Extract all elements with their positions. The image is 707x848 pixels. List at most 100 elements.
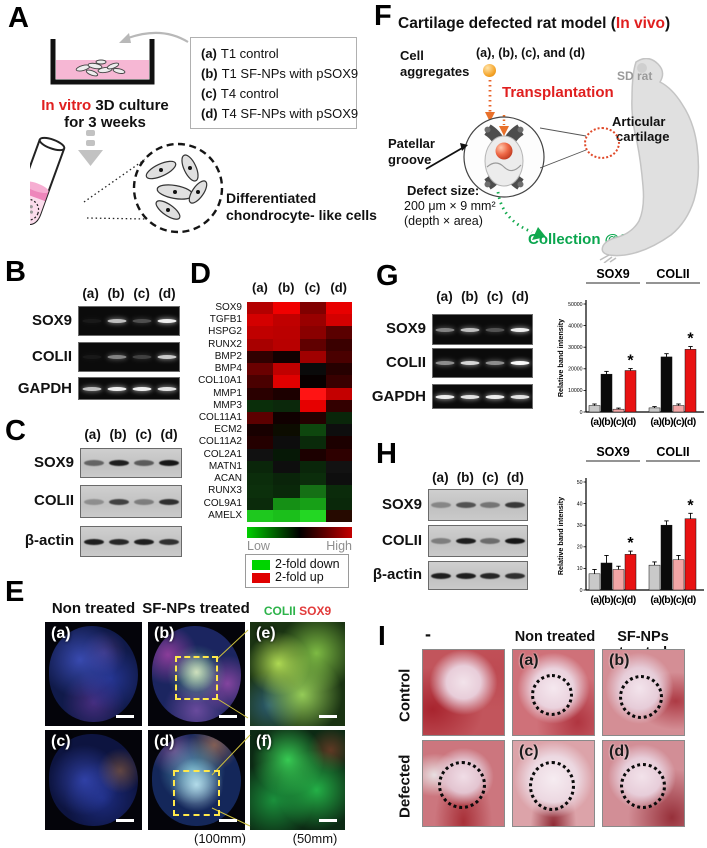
panel-h-label: H (376, 438, 397, 470)
gel-band (510, 394, 530, 399)
heatmap-cell (273, 387, 300, 400)
lane-label: (a) (432, 470, 449, 485)
patellar-groove-arrow (425, 143, 468, 170)
defect-site-circle (438, 761, 486, 809)
gel-band (510, 327, 530, 332)
gene-label: ECM2 (214, 424, 242, 436)
panel-c-row-bactin: β-actin (24, 532, 74, 549)
heatmap-cell (299, 399, 326, 412)
row-header-defected: Defected (396, 754, 414, 819)
heatmap-cell (299, 375, 326, 388)
heatmap-color-scale (247, 527, 352, 538)
heatmap-cell (247, 302, 274, 315)
scale-bar (219, 819, 237, 822)
y-tick-label: 40 (577, 501, 583, 507)
significance-star: * (687, 497, 694, 514)
image-letter: (c) (51, 733, 71, 750)
gel-band (158, 498, 179, 505)
legend-down-label: 2-fold down (275, 557, 340, 571)
articular-caption-line2: cartilage (616, 129, 670, 144)
blot-c-bactin (80, 526, 182, 557)
heatmap-cell (325, 412, 352, 425)
knee-photo-defected-sfnps: (d) (602, 740, 685, 827)
gel-band (82, 355, 101, 359)
legend-key: (c) (201, 86, 217, 101)
gene-label: HSPG2 (208, 326, 242, 338)
gel-band (485, 361, 505, 365)
heatmap-cell (247, 485, 274, 498)
panel-c-label: C (5, 415, 26, 447)
bar (684, 349, 697, 413)
panel-b-label: B (5, 256, 26, 288)
panel-d-label: D (190, 258, 211, 290)
gel-g-gapdh (432, 384, 533, 409)
panel-g-label: G (376, 260, 399, 292)
legend-key: (b) (201, 66, 218, 81)
bar (672, 559, 685, 591)
panel-b-row-sox9: SOX9 (31, 312, 72, 329)
panel-b-row-colii: COLII (32, 348, 72, 365)
title-post: ) (665, 15, 671, 32)
heatmap-cell (247, 509, 274, 522)
title-invivo: In vivo (615, 15, 666, 32)
panel-h-row-bactin: β-actin (372, 566, 422, 583)
bar (660, 524, 673, 591)
petri-dish-drawing (50, 39, 155, 85)
heatmap-cell (299, 302, 326, 315)
gene-label: RUNX3 (208, 485, 242, 497)
scale-caption-50: (50mm) (292, 831, 338, 846)
fold-change-legend: 2-fold down 2-fold up (245, 554, 349, 588)
heatmap-cell (299, 424, 326, 437)
gel-band (485, 327, 505, 332)
lane-label: (a) (82, 286, 99, 301)
gene-label: COL11A1 (198, 411, 242, 423)
y-tick-label: 20 (577, 545, 583, 551)
lane-label: (a) (252, 280, 268, 295)
legend-text: T4 SF-NPs with pSOX9 (221, 106, 359, 121)
image-letter: (b) (154, 625, 175, 642)
fluorescence-image-d: (d) (148, 730, 245, 830)
scale-bar (116, 819, 134, 822)
gel-band (480, 572, 501, 579)
blot-c-sox9 (80, 448, 182, 478)
patellar-caption-line2: groove (388, 152, 432, 167)
y-tick-label: 40000 (568, 323, 583, 329)
panel-g-row-colii: COLII (386, 354, 426, 371)
condition-legend-box: (a) T1 control (b) T1 SF-NPs with pSOX9 (c… (190, 37, 358, 129)
lane-label: (c) (486, 289, 504, 304)
panel-c-row-sox9: SOX9 (33, 454, 74, 471)
tissue-section (48, 626, 139, 722)
cell-aggregate-ball (483, 64, 496, 77)
lane-label: (c) (482, 470, 499, 485)
heatmap-cell (299, 460, 326, 474)
legend-text: T4 control (220, 86, 279, 101)
group-title: COLII (656, 445, 689, 459)
legend-row-up: 2-fold up (252, 571, 342, 584)
gel-b-sox9 (78, 306, 180, 336)
gel-band (431, 502, 452, 508)
fluorescence-image-f: (f) (250, 730, 345, 830)
panel-h-row-colii: COLII (382, 532, 422, 549)
gene-label: TGFB1 (209, 314, 242, 326)
invitro-caption: In vitro 3D culture (30, 97, 180, 114)
invitro-caption-line2: for 3 weeks (64, 114, 146, 131)
heatmap-cell (299, 509, 326, 522)
gel-band (108, 498, 129, 505)
gel-band (132, 319, 151, 323)
panel-i-label: I (378, 620, 386, 651)
legend-item: (d) T4 SF-NPs with pSOX9 (201, 104, 358, 124)
legend-up-label: 2-fold up (275, 570, 324, 584)
panel-b-row-gapdh: GAPDH (17, 380, 72, 397)
heatmap-cell (299, 436, 326, 449)
heatmap-cell (273, 436, 300, 449)
panel-e-label: E (5, 576, 25, 608)
lane-label: (b) (109, 427, 127, 442)
heatmap-cell (325, 314, 352, 327)
knee-photo-defected-nontreated: (c) (512, 740, 595, 827)
zoom-region-box (175, 656, 218, 700)
heatmap-cell (325, 350, 352, 364)
heatmap-cell (325, 326, 352, 339)
significance-star: * (627, 353, 634, 370)
gene-label: COL10A1 (198, 375, 242, 387)
